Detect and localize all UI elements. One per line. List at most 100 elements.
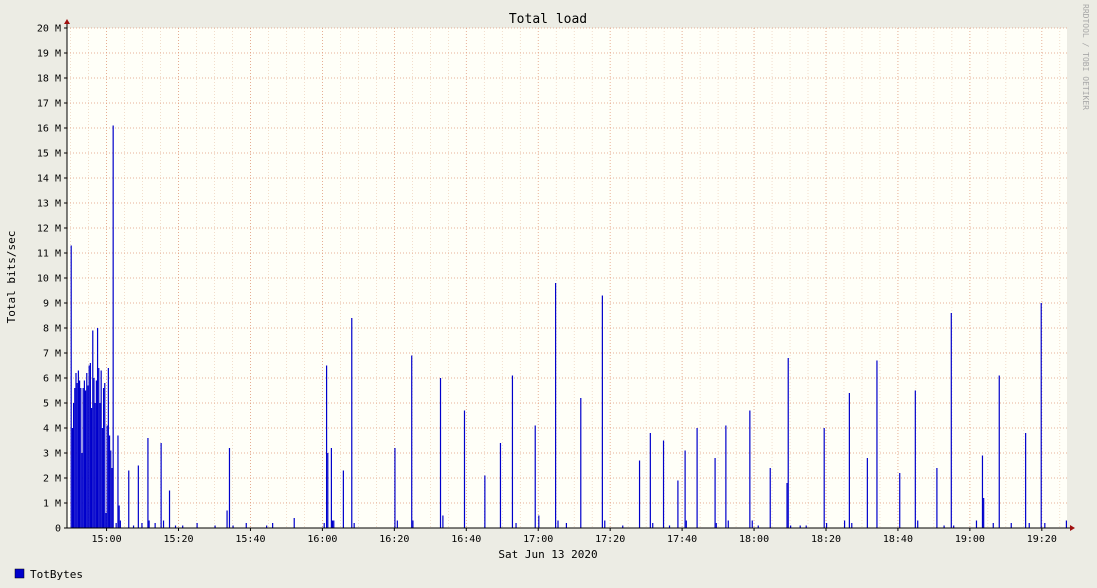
data-bar (80, 388, 82, 528)
data-bar (1028, 523, 1030, 528)
data-bar (998, 375, 1000, 528)
data-bar (677, 480, 679, 528)
data-bar (715, 523, 717, 528)
data-bar (327, 453, 329, 528)
data-bar (74, 388, 76, 528)
data-bar (866, 458, 868, 528)
data-bar (696, 428, 698, 528)
y-tick-label: 17 M (37, 99, 61, 110)
data-bar (96, 328, 99, 528)
data-bar (88, 365, 90, 528)
y-tick-label: 15 M (37, 149, 61, 160)
x-tick-label: 16:40 (451, 534, 481, 545)
data-bar (727, 520, 729, 528)
y-tick-label: 14 M (37, 174, 61, 185)
x-tick-label: 17:20 (595, 534, 625, 545)
data-bar (757, 525, 759, 528)
y-tick-label: 3 M (43, 449, 61, 460)
data-bar (899, 473, 901, 528)
data-bar (196, 523, 198, 528)
data-bar (769, 468, 771, 528)
data-bar (160, 443, 162, 528)
plot-background (67, 28, 1067, 528)
x-tick-label: 16:00 (307, 534, 337, 545)
data-bar (950, 313, 952, 528)
data-bar (72, 403, 75, 528)
data-bar (638, 460, 641, 528)
data-bar (622, 525, 624, 528)
data-bar (394, 448, 396, 528)
data-bar (101, 428, 103, 528)
y-axis-label: Total bits/sec (5, 231, 18, 324)
data-bar (228, 448, 231, 528)
data-bar (353, 523, 355, 528)
data-bar (439, 378, 442, 528)
data-bar (538, 515, 540, 528)
data-bar (118, 505, 120, 528)
data-bar (981, 455, 984, 528)
data-bar (749, 410, 751, 528)
y-tick-label: 7 M (43, 349, 61, 360)
data-bar (148, 520, 150, 528)
x-tick-label: 18:40 (883, 534, 913, 545)
data-bar (81, 453, 83, 528)
data-bar (1010, 523, 1012, 528)
y-tick-label: 19 M (37, 49, 61, 60)
y-tick-label: 10 M (37, 274, 61, 285)
data-bar (232, 525, 234, 528)
data-bar (168, 490, 171, 528)
data-bar (154, 523, 156, 528)
data-bar (649, 433, 651, 528)
y-tick-label: 13 M (37, 199, 61, 210)
data-bar (953, 525, 955, 528)
data-bar (110, 450, 112, 528)
legend-swatch (14, 568, 25, 579)
data-bar (917, 520, 919, 528)
data-bar (825, 523, 828, 528)
chart-title: Total load (509, 12, 587, 27)
data-bar (174, 525, 177, 528)
y-tick-label: 1 M (43, 499, 61, 510)
data-bar (330, 448, 332, 528)
data-bar (293, 518, 295, 528)
data-bar (555, 283, 557, 528)
data-bar (90, 408, 93, 528)
data-bar (1025, 433, 1027, 528)
data-bar (98, 368, 100, 528)
data-bar (1065, 520, 1068, 528)
y-tick-label: 9 M (43, 299, 61, 310)
data-bar (162, 520, 165, 528)
data-bar (83, 380, 85, 528)
x-tick-label: 15:00 (92, 534, 122, 545)
data-bar (93, 378, 95, 528)
data-bar (823, 428, 825, 528)
data-bar (442, 515, 444, 528)
data-bar (1044, 523, 1046, 528)
data-bar (843, 520, 846, 528)
x-tick-label: 17:00 (523, 534, 553, 545)
data-bar (323, 523, 325, 528)
data-bar (342, 470, 344, 528)
data-bar (84, 390, 87, 528)
data-bar (266, 525, 268, 528)
data-bar (94, 403, 96, 528)
data-bar (77, 370, 79, 528)
data-bar (684, 450, 686, 528)
data-bar (78, 380, 81, 528)
data-bar (396, 520, 398, 528)
data-bar (668, 525, 671, 528)
x-tick-label: 18:20 (811, 534, 841, 545)
y-tick-label: 16 M (37, 124, 61, 135)
data-bar (799, 525, 801, 528)
data-bar (92, 330, 94, 528)
data-bar (86, 373, 88, 528)
y-tick-label: 8 M (43, 324, 61, 335)
data-bar (848, 393, 850, 528)
data-bar (89, 363, 91, 528)
y-tick-label: 4 M (43, 424, 61, 435)
data-bar (463, 410, 466, 528)
x-tick-label: 16:20 (379, 534, 409, 545)
data-bar (108, 435, 111, 528)
data-bar (128, 470, 130, 528)
x-tick-label: 19:20 (1027, 534, 1057, 545)
